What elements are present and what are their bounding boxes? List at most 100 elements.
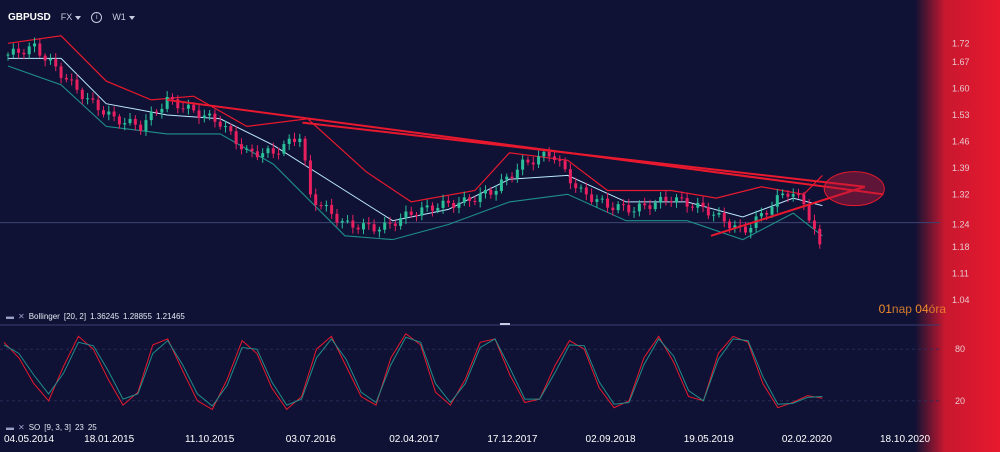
candle-body: [791, 194, 795, 197]
so-params: [9, 3, 3]: [44, 423, 71, 432]
candle-body: [812, 220, 816, 229]
candle-body: [690, 206, 694, 208]
info-icon[interactable]: i: [91, 11, 103, 23]
bollinger-lower-line: [7, 65, 823, 241]
candle-body: [765, 213, 769, 215]
candle-body: [521, 159, 525, 170]
candle-body: [399, 218, 403, 226]
countdown-days: 01: [878, 302, 892, 316]
candle-body: [568, 169, 572, 184]
trendline[interactable]: [302, 121, 865, 188]
bollinger-label: Bollinger: [28, 312, 60, 321]
candle-body: [319, 205, 323, 207]
candle-body: [627, 204, 631, 213]
candle-body: [515, 169, 519, 179]
candle-body: [330, 204, 334, 214]
candle-body: [648, 205, 652, 210]
candle-body: [446, 200, 450, 203]
candle-body: [537, 156, 541, 165]
market-label: FX: [60, 12, 73, 22]
candle-body: [643, 203, 647, 206]
indicator-settings-icon[interactable]: ▬: [6, 423, 14, 432]
candle-body: [91, 98, 95, 100]
candle-body: [664, 196, 668, 202]
candle-body: [255, 151, 259, 158]
price-tick-label: 1.04: [952, 295, 970, 305]
pane-divider-handle[interactable]: [500, 323, 510, 325]
candle-body: [749, 227, 753, 233]
price-tick-label: 1.60: [952, 84, 970, 94]
candle-body: [351, 220, 355, 228]
symbol-label[interactable]: GBPUSD: [8, 11, 51, 23]
indicator-settings-icon[interactable]: ▬: [6, 312, 14, 321]
market-selector[interactable]: FX: [61, 12, 82, 22]
interval-selector[interactable]: W1: [112, 12, 135, 22]
candle-body: [181, 108, 185, 110]
candle-body: [696, 202, 700, 208]
candle-body: [261, 153, 265, 158]
candle-body: [669, 201, 673, 203]
candle-body: [563, 160, 567, 170]
candle-body: [706, 206, 710, 216]
candle-body: [616, 204, 620, 211]
price-tick-label: 1.11: [952, 269, 969, 279]
bollinger-legend: ▬ ✕ Bollinger [20, 2] 1.36245 1.28855 1.…: [6, 312, 185, 321]
candle-body: [239, 144, 243, 150]
candle-body: [468, 197, 472, 201]
price-pane: [0, 35, 940, 249]
candle-body: [367, 223, 371, 225]
price-tick-label: 1.46: [952, 136, 970, 146]
candle-body: [59, 66, 63, 78]
candle-body: [675, 197, 679, 203]
price-tick-label: 1.67: [952, 57, 970, 67]
candle-body: [680, 197, 684, 199]
candle-body: [420, 207, 424, 216]
candle-body: [80, 89, 84, 100]
candle-body: [271, 148, 275, 154]
candle-body: [552, 156, 556, 160]
candle-body: [462, 197, 466, 203]
candle-body: [282, 144, 286, 154]
candle-body: [287, 138, 291, 145]
candle-body: [484, 189, 488, 194]
candle-body: [17, 48, 21, 53]
candle-body: [415, 214, 419, 216]
candle-body: [743, 226, 747, 233]
candle-body: [600, 198, 604, 200]
candle-body: [160, 108, 164, 113]
bollinger-lower-value: 1.21465: [155, 312, 185, 321]
candle-body: [653, 202, 657, 210]
candle-body: [728, 221, 732, 229]
close-icon[interactable]: ✕: [18, 423, 25, 432]
price-tick-label: 1.53: [952, 110, 970, 120]
price-tick-label: 1.32: [952, 189, 970, 199]
trendline[interactable]: [710, 185, 866, 237]
candle-body: [11, 48, 15, 55]
candle-body: [526, 159, 530, 163]
highlight-ellipse[interactable]: [823, 171, 885, 207]
close-icon[interactable]: ✕: [18, 312, 25, 321]
candle-body: [102, 110, 106, 115]
time-tick-label: 17.12.2017: [487, 434, 537, 445]
candle-body: [505, 176, 509, 180]
candle-body: [229, 126, 233, 132]
candle-body: [202, 115, 206, 119]
price-tick-label: 1.18: [952, 242, 970, 252]
stochastic-pane: [0, 332, 940, 411]
candle-body: [54, 59, 58, 67]
candle-body: [818, 228, 822, 245]
candle-body: [797, 194, 801, 196]
candle-body: [48, 59, 52, 61]
candle-body: [277, 153, 281, 155]
time-tick-label: 19.05.2019: [684, 434, 734, 445]
bollinger-middle-line: [8, 57, 823, 222]
candle-body: [372, 224, 376, 232]
candle-body: [717, 212, 721, 215]
candle-body: [234, 131, 238, 145]
candle-body: [494, 190, 498, 195]
candle-body: [117, 116, 121, 125]
candle-body: [38, 43, 42, 56]
stoch-tick-label: 80: [955, 344, 965, 354]
candle-body: [606, 198, 610, 208]
